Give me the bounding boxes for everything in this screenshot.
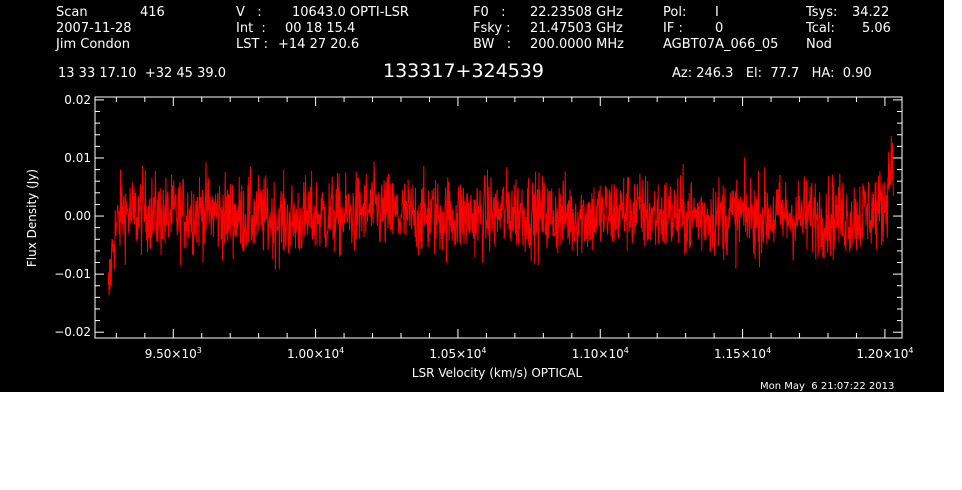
scan-label: Scan	[56, 5, 88, 20]
plot-frame	[94, 96, 903, 339]
spectrum-trace	[107, 135, 894, 296]
if-value: 0	[715, 21, 724, 36]
x-tick-label: 1.10×104	[572, 346, 629, 361]
bw-value: 200.0000 MHz	[530, 37, 624, 52]
pol-value: I	[715, 5, 719, 20]
obs-date: 2007-11-28	[56, 21, 132, 36]
plot-timestamp: Mon May 6 21:07:22 2013	[760, 381, 895, 392]
x-tick-label: 1.05×104	[429, 346, 486, 361]
fsky-label: Fsky :	[473, 21, 511, 36]
spectrum-panel: Scan 416 2007-11-28 Jim Condon V : 10643…	[0, 0, 944, 392]
source-name: 133317+324539	[383, 60, 544, 82]
az-el-ha: Az: 246.3 El: 77.7 HA: 0.90	[672, 66, 872, 81]
y-tick-label: 0.00	[64, 209, 91, 223]
velocity-value: 10643.0 OPTI-LSR	[292, 5, 409, 20]
spectrum-plot: 0.02 0.01 0.00 −0.01 −0.02 9.50×103 1.00×104 1.…	[25, 93, 913, 380]
observer-name: Jim Condon	[56, 37, 130, 52]
y-axis-label: Flux Density (Jy)	[25, 169, 39, 267]
tsys-value: 34.22	[852, 5, 890, 20]
f0-label: F0 :	[473, 5, 506, 20]
velocity-label: V :	[236, 5, 262, 20]
tick-labels: 0.02 0.01 0.00 −0.01 −0.02 9.50×103 1.00×104 1.…	[54, 93, 913, 361]
y-tick-label: 0.02	[64, 93, 91, 107]
lst-value: +14 27 20.6	[278, 37, 360, 52]
tcal-label: Tcal:	[806, 21, 835, 36]
f0-value: 22.23508 GHz	[530, 5, 623, 20]
bw-label: BW :	[473, 37, 512, 52]
source-coords: 13 33 17.10 +32 45 39.0	[58, 66, 227, 81]
lst-label: LST :	[236, 37, 268, 52]
x-tick-label: 1.15×104	[714, 346, 771, 361]
spectrum-line	[107, 135, 894, 296]
int-label: Int :	[236, 21, 266, 36]
int-value: 00 18 15.4	[285, 21, 356, 36]
tsys-label: Tsys:	[806, 5, 838, 20]
y-tick-label: −0.01	[54, 267, 91, 281]
obs-mode: Nod	[806, 37, 832, 52]
fsky-value: 21.47503 GHz	[530, 21, 623, 36]
y-tick-label: −0.02	[54, 325, 91, 339]
x-tick-label: 9.50×103	[145, 346, 202, 361]
tcal-value: 5.06	[862, 21, 891, 36]
plot-axes	[94, 96, 903, 339]
scan-value: 416	[140, 5, 165, 20]
project-id: AGBT07A_066_05	[663, 37, 779, 52]
if-label: IF :	[663, 21, 683, 36]
x-tick-label: 1.00×104	[287, 346, 344, 361]
pol-label: Pol:	[663, 5, 687, 20]
x-tick-label: 1.20×104	[856, 346, 913, 361]
x-axis-label: LSR Velocity (km/s) OPTICAL	[412, 366, 583, 380]
y-tick-label: 0.01	[64, 151, 91, 165]
